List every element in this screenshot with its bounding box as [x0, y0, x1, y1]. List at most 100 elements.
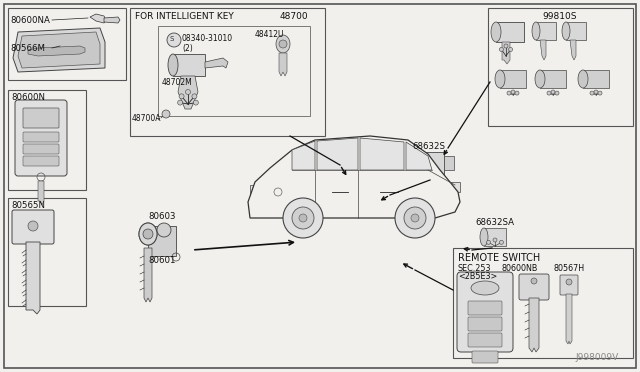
Circle shape — [395, 198, 435, 238]
Ellipse shape — [413, 152, 423, 174]
Circle shape — [499, 240, 504, 244]
Bar — [566, 22, 586, 40]
Polygon shape — [292, 141, 315, 170]
Polygon shape — [28, 46, 85, 56]
Ellipse shape — [532, 22, 540, 40]
Bar — [500, 70, 526, 88]
Text: 80601: 80601 — [148, 256, 175, 265]
Ellipse shape — [471, 281, 499, 295]
Circle shape — [590, 91, 594, 95]
Bar — [8, 198, 86, 306]
Ellipse shape — [276, 35, 290, 53]
Text: 80603: 80603 — [148, 212, 175, 221]
FancyBboxPatch shape — [23, 144, 59, 154]
Polygon shape — [205, 58, 228, 68]
Polygon shape — [570, 40, 576, 60]
Polygon shape — [360, 138, 404, 170]
Circle shape — [555, 91, 559, 95]
Circle shape — [283, 198, 323, 238]
Circle shape — [292, 207, 314, 229]
Text: 80600NB: 80600NB — [501, 264, 538, 273]
Text: 99810S: 99810S — [543, 12, 577, 21]
FancyBboxPatch shape — [472, 351, 498, 363]
FancyBboxPatch shape — [12, 210, 54, 244]
Ellipse shape — [157, 223, 171, 237]
Text: 80566M: 80566M — [10, 44, 45, 53]
Circle shape — [279, 40, 287, 48]
Ellipse shape — [491, 22, 501, 42]
Bar — [158, 26, 310, 116]
Text: J998009V: J998009V — [575, 353, 618, 362]
Polygon shape — [18, 32, 100, 68]
Text: (2): (2) — [182, 44, 193, 53]
Polygon shape — [13, 28, 105, 72]
Text: 68632S: 68632S — [412, 142, 445, 151]
Circle shape — [28, 221, 38, 231]
Polygon shape — [104, 17, 120, 23]
Ellipse shape — [139, 223, 157, 245]
Circle shape — [404, 207, 426, 229]
Text: 08340-31010: 08340-31010 — [182, 34, 233, 43]
Bar — [418, 152, 444, 174]
Bar — [583, 70, 609, 88]
Bar — [148, 226, 176, 256]
Circle shape — [493, 238, 497, 242]
Polygon shape — [566, 294, 572, 344]
Text: 48700: 48700 — [280, 12, 308, 21]
Circle shape — [531, 278, 537, 284]
Bar — [540, 70, 566, 88]
Circle shape — [594, 90, 598, 94]
Text: REMOTE SWITCH: REMOTE SWITCH — [458, 253, 540, 263]
FancyBboxPatch shape — [468, 301, 502, 315]
Circle shape — [509, 48, 513, 51]
Text: <2B5E3>: <2B5E3> — [458, 272, 497, 281]
Text: 48702M: 48702M — [162, 78, 193, 87]
Text: 80567H: 80567H — [553, 264, 584, 273]
FancyBboxPatch shape — [23, 108, 59, 128]
Circle shape — [179, 94, 184, 99]
FancyBboxPatch shape — [468, 317, 502, 331]
Circle shape — [299, 214, 307, 222]
Ellipse shape — [495, 70, 505, 88]
Circle shape — [511, 90, 515, 94]
FancyBboxPatch shape — [23, 156, 59, 166]
Text: S: S — [170, 36, 174, 42]
Circle shape — [547, 91, 551, 95]
Text: FOR INTELLIGENT KEY: FOR INTELLIGENT KEY — [135, 12, 234, 21]
Circle shape — [186, 90, 191, 94]
Circle shape — [143, 229, 153, 239]
FancyBboxPatch shape — [560, 275, 578, 295]
Bar — [453, 248, 633, 358]
FancyBboxPatch shape — [23, 132, 59, 142]
Ellipse shape — [480, 228, 488, 246]
Text: 80565N: 80565N — [11, 201, 45, 210]
Circle shape — [192, 94, 197, 99]
Circle shape — [167, 33, 181, 47]
Circle shape — [507, 91, 511, 95]
Bar — [250, 185, 256, 205]
Text: SEC.253: SEC.253 — [458, 264, 492, 273]
FancyBboxPatch shape — [468, 333, 502, 347]
Polygon shape — [144, 248, 152, 302]
Polygon shape — [529, 298, 539, 352]
Bar — [484, 228, 506, 246]
Circle shape — [551, 90, 555, 94]
Polygon shape — [540, 40, 546, 60]
Ellipse shape — [168, 54, 178, 76]
Bar — [446, 182, 460, 192]
FancyBboxPatch shape — [519, 274, 549, 300]
Bar — [536, 22, 556, 40]
Text: 68632SA: 68632SA — [475, 218, 514, 227]
FancyBboxPatch shape — [457, 272, 513, 352]
Polygon shape — [279, 53, 287, 76]
Circle shape — [414, 159, 422, 167]
Circle shape — [411, 214, 419, 222]
Ellipse shape — [139, 223, 157, 245]
Polygon shape — [178, 76, 198, 109]
Text: 80600N: 80600N — [11, 93, 45, 102]
Circle shape — [515, 91, 519, 95]
Polygon shape — [26, 242, 40, 314]
Ellipse shape — [562, 22, 570, 40]
Bar — [488, 8, 633, 126]
Text: 48412U: 48412U — [255, 30, 285, 39]
